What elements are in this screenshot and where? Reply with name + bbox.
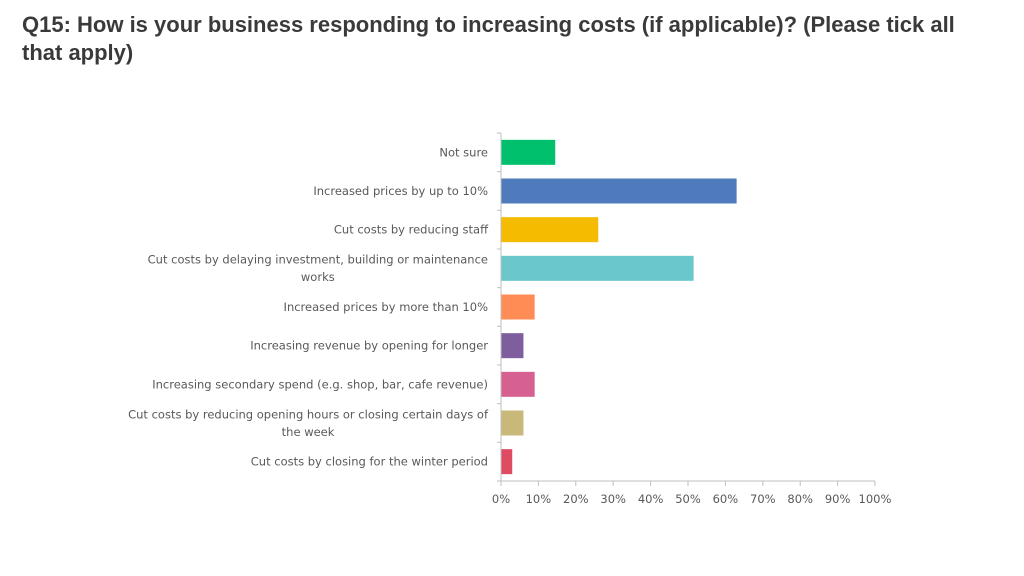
category-label: Cut costs by closing for the winter peri…	[251, 455, 488, 469]
category-label: Not sure	[439, 145, 488, 159]
category-label: Increasing secondary spend (e.g. shop, b…	[152, 377, 488, 391]
category-label: Cut costs by reducing opening hours or c…	[128, 407, 489, 439]
bar	[501, 371, 535, 397]
category-label: Increased prices by up to 10%	[313, 184, 488, 198]
bar	[501, 255, 694, 281]
x-tick-label: 0%	[492, 492, 510, 506]
category-label: Increased prices by more than 10%	[284, 300, 489, 314]
page-title: Q15: How is your business responding to …	[22, 12, 955, 65]
category-label: Increasing revenue by opening for longer	[250, 339, 488, 353]
x-tick-label: 20%	[563, 492, 589, 506]
x-tick-label: 100%	[859, 492, 892, 506]
bar	[501, 294, 535, 320]
x-tick-label: 50%	[675, 492, 701, 506]
bar	[501, 449, 513, 475]
x-tick-label: 80%	[787, 492, 813, 506]
bar	[501, 410, 524, 436]
bar	[501, 178, 737, 204]
bars-group	[501, 139, 737, 475]
bar	[501, 139, 556, 165]
category-label: Cut costs by delaying investment, buildi…	[148, 253, 488, 285]
bar	[501, 333, 524, 359]
axes	[497, 132, 875, 482]
x-tick-label: 90%	[825, 492, 851, 506]
x-tick-label: 30%	[600, 492, 626, 506]
category-labels: Not sure Increased prices by up to 10% Cut…	[128, 145, 489, 468]
x-tick-label: 40%	[638, 492, 664, 506]
category-label: Cut costs by reducing staff	[334, 223, 489, 237]
x-tick-label: 60%	[713, 492, 739, 506]
x-tick-label: 10%	[526, 492, 552, 506]
bar	[501, 217, 599, 243]
x-ticks: 0% 10% 20% 30% 40% 50% 60% 70% 80% 90% 100%	[492, 481, 892, 506]
x-tick-label: 70%	[750, 492, 776, 506]
